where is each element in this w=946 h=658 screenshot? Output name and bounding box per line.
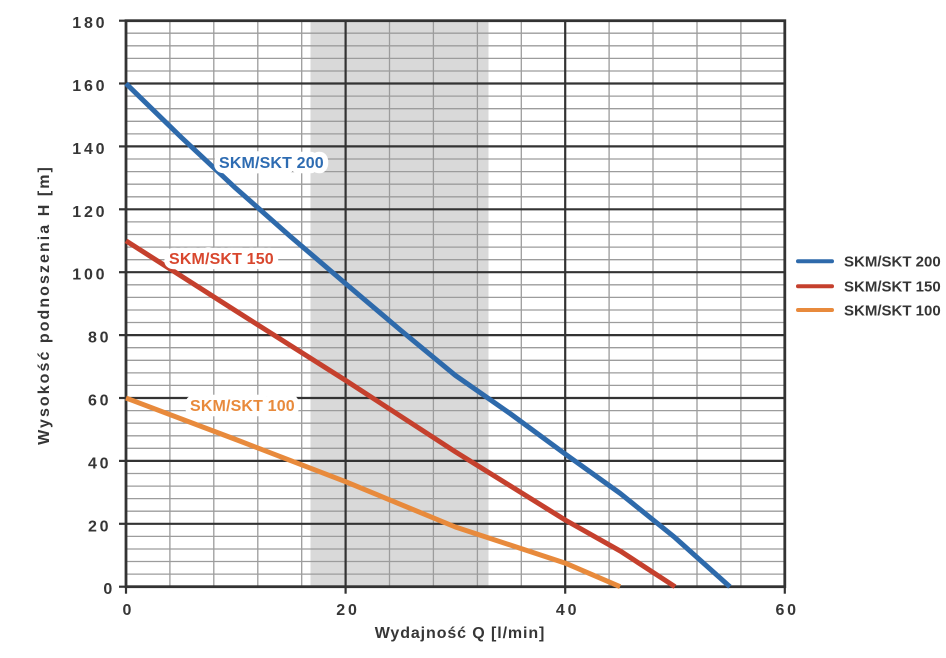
svg-text:SKM/SKT 150: SKM/SKT 150 <box>844 279 941 296</box>
svg-text:20: 20 <box>88 518 111 535</box>
svg-text:40: 40 <box>88 455 111 472</box>
svg-text:60: 60 <box>775 602 798 619</box>
svg-text:180: 180 <box>72 15 107 32</box>
svg-text:20: 20 <box>336 602 359 619</box>
svg-text:SKM/SKT 100: SKM/SKT 100 <box>844 302 941 319</box>
svg-text:SKM/SKT 150: SKM/SKT 150 <box>169 251 274 268</box>
svg-text:140: 140 <box>72 141 107 158</box>
svg-text:80: 80 <box>88 330 111 347</box>
svg-text:0: 0 <box>123 602 135 619</box>
svg-text:60: 60 <box>88 393 111 410</box>
svg-text:SKM/SKT 100: SKM/SKT 100 <box>190 398 295 415</box>
svg-text:Wysokość podnoszenia H [m]: Wysokość podnoszenia H [m] <box>36 165 53 445</box>
svg-text:160: 160 <box>72 78 107 95</box>
svg-text:Wydajność Q [l/min]: Wydajność Q [l/min] <box>375 625 546 642</box>
svg-text:100: 100 <box>72 267 107 284</box>
svg-text:120: 120 <box>72 204 107 221</box>
svg-text:40: 40 <box>556 602 579 619</box>
svg-text:SKM/SKT 200: SKM/SKT 200 <box>844 254 941 271</box>
svg-text:SKM/SKT 200: SKM/SKT 200 <box>219 155 324 172</box>
svg-text:0: 0 <box>103 581 115 598</box>
